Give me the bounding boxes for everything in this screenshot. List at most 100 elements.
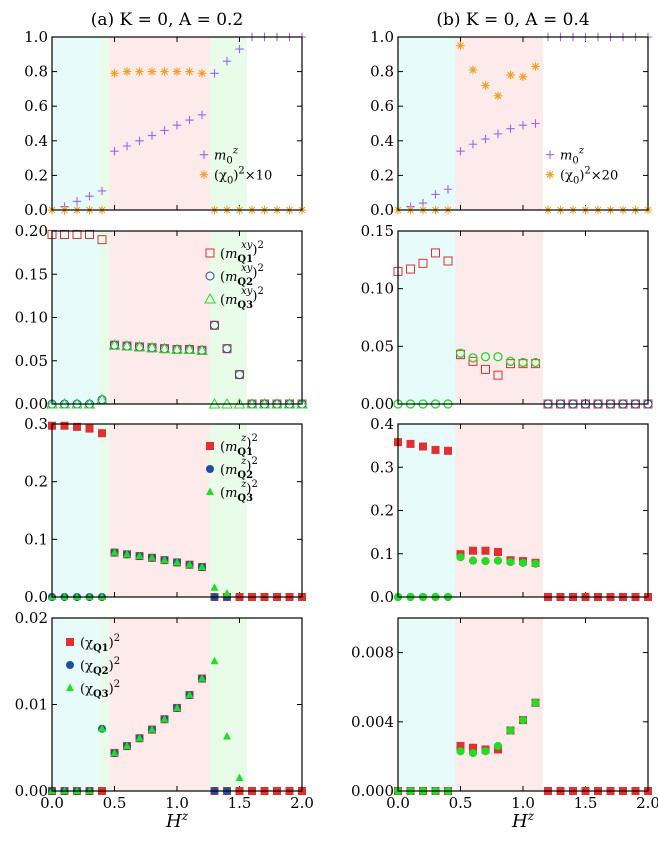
data-point [73, 422, 81, 431]
data-point [173, 703, 181, 711]
legend-label: m0z [214, 146, 239, 167]
data-point [506, 359, 515, 369]
x-tick-label: 1.5 [228, 794, 252, 812]
data-point [160, 67, 169, 76]
data-point [494, 742, 502, 751]
y-tick-label: 0.1 [24, 530, 48, 548]
data-point [185, 560, 194, 568]
data-point [185, 690, 194, 698]
series-m0z [393, 32, 653, 215]
legend-marker [206, 465, 214, 473]
legend-marker [66, 683, 74, 691]
data-point [160, 555, 169, 564]
y-tick-label: 0.0 [24, 588, 48, 606]
data-point [210, 69, 219, 78]
data-point [160, 126, 169, 135]
data-point [122, 67, 132, 76]
x-tick-label: 0.0 [40, 794, 64, 812]
data-point [494, 548, 502, 557]
data-point [468, 353, 478, 363]
y-tick-label: 0.2 [370, 166, 394, 184]
data-point [133, 340, 146, 352]
y-tick-label: 0.05 [15, 352, 48, 370]
data-point [60, 592, 69, 600]
phase-region [99, 424, 110, 597]
y-tick-label: 0.01 [15, 696, 48, 714]
data-point [531, 559, 540, 568]
phase-region [209, 618, 247, 791]
y-tick-label: 0.3 [370, 458, 394, 476]
plot-frame [51, 617, 303, 792]
data-point [210, 656, 219, 665]
y-tick-label: 0.00 [361, 395, 394, 413]
data-point [210, 583, 219, 591]
data-point [160, 714, 169, 723]
x-tick-label: 1.0 [165, 794, 189, 812]
data-point [97, 186, 107, 196]
phase-region [109, 37, 210, 210]
data-point [73, 786, 81, 794]
legend-marker [66, 638, 74, 646]
legend-marker [205, 248, 215, 258]
data-point [122, 141, 132, 151]
y-tick-label: 0.1 [370, 545, 394, 563]
legend-marker [545, 150, 555, 159]
data-point [443, 185, 453, 194]
plot-frame [397, 36, 649, 211]
data-point [172, 121, 182, 130]
data-point [469, 743, 477, 752]
legend-label: (mQ1z)2 [220, 433, 258, 458]
data-point [135, 136, 144, 145]
data-point [85, 424, 94, 433]
legend-marker [205, 271, 215, 281]
data-point [468, 356, 478, 366]
series-q3 [48, 656, 244, 794]
data-point [210, 320, 219, 330]
plot-frame [51, 423, 303, 598]
data-point [123, 741, 131, 750]
panel-b3: 0.0 0.1 0.2 0.3 0.4 [370, 415, 652, 606]
data-point [235, 44, 244, 54]
y-tick-label: 0.4 [370, 132, 394, 150]
data-point [98, 592, 106, 600]
data-point [531, 62, 540, 71]
y-tick-label: 0.4 [24, 132, 48, 150]
legend: (χQ1)2(χQ2)2(χQ3)2 [66, 633, 120, 700]
data-point [518, 121, 528, 130]
legend-label: (mQ3xy)2 [220, 286, 264, 311]
y-tick-label: 0.0 [24, 201, 48, 219]
x-tick-label: 2.0 [290, 794, 314, 812]
y-tick-label: 0.10 [15, 309, 48, 327]
data-point [197, 110, 207, 120]
x-tick-label: 0.0 [386, 794, 410, 812]
panel-b4: 0.000 0.004 0.008 0.0 0.5 1.0 1.5 2.0 [351, 617, 658, 812]
data-point [147, 67, 157, 76]
data-point [196, 344, 208, 355]
data-point [172, 67, 182, 76]
y-tick-label: 0.6 [24, 97, 48, 115]
data-point [198, 674, 206, 682]
data-point [73, 592, 81, 600]
data-point [97, 235, 107, 245]
series-q3 [48, 548, 231, 600]
panel-a3: 0.0 0.1 0.2 0.3 (mQ1z)2(mQ2z)2(mQ3z)2 [24, 415, 306, 606]
data-point [481, 134, 490, 144]
y-tick-label: 0.004 [351, 713, 394, 731]
y-tick-label: 0.8 [370, 63, 394, 81]
data-point [431, 445, 440, 454]
phase-region [398, 618, 456, 791]
data-point [469, 556, 477, 565]
phase-region [52, 424, 100, 597]
data-point [469, 546, 477, 555]
data-point [481, 546, 490, 555]
legend-marker [545, 170, 555, 179]
legend-marker [204, 292, 216, 304]
data-point [110, 146, 119, 156]
data-point [146, 341, 158, 353]
data-point [121, 340, 133, 351]
legend-label: (mQ3z)2 [220, 479, 258, 504]
legend: (mQ1xy)2(mQ2xy)2(mQ3xy)2 [204, 240, 264, 311]
data-point [494, 556, 502, 565]
data-point [505, 356, 516, 366]
legend: (mQ1z)2(mQ2z)2(mQ3z)2 [206, 433, 258, 504]
